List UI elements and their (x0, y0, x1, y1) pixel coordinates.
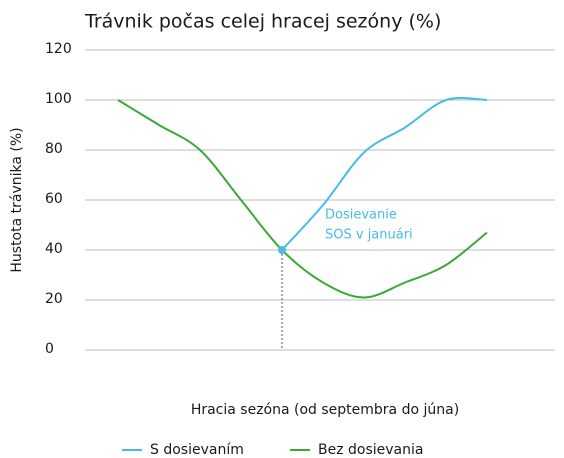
y-axis-label: Hustota trávnika (%) (9, 127, 25, 272)
x-axis-label: Hracia sezóna (od septembra do júna) (191, 402, 459, 418)
annotation: SOS v januári (325, 228, 413, 243)
y-tick-label: 100 (45, 91, 72, 107)
y-tick-label: 40 (45, 241, 63, 257)
legend-label: S dosievaním (150, 442, 244, 458)
y-tick-label: 120 (45, 41, 72, 57)
chart-title: Trávnik počas celej hracej sezóny (%) (84, 11, 441, 33)
marker-point (278, 246, 286, 254)
y-tick-label: 60 (45, 191, 63, 207)
line-series (117, 99, 488, 299)
annotation: Dosievanie (325, 208, 397, 223)
y-tick-label: 0 (45, 341, 54, 357)
y-tick-label: 80 (45, 141, 63, 157)
legend-label: Bez dosievania (318, 442, 423, 458)
line-series (281, 96, 488, 251)
y-tick-label: 20 (45, 291, 63, 307)
